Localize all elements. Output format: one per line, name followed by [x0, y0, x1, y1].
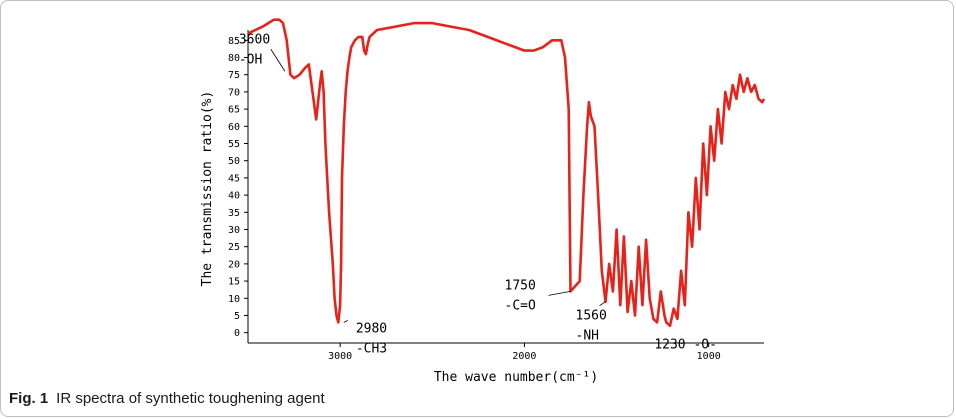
y-tick-label: 55 — [228, 139, 240, 150]
ir-spectrum-chart: 0 5 10 15 20 25 30 35 40 45 50 55 60 65 70 75 80 85 3000 20… — [200, 18, 766, 385]
annotation-leader — [270, 49, 286, 72]
ir-spectrum-line — [247, 18, 766, 328]
annotation-leader — [343, 320, 349, 323]
peak-annotations: 3600 -OH 2980 -CH3 1750 -C=O 1560 -NH 1230 -O- — [239, 32, 717, 356]
y-tick-label: 45 — [228, 173, 240, 184]
y-tick-label: 5 — [234, 311, 240, 322]
y-tick-label: 65 — [228, 105, 240, 116]
x-axis-title: The wave number(cm⁻¹) — [434, 370, 598, 385]
y-tick-label: 40 — [228, 191, 240, 202]
annotation-group: -NH — [576, 329, 599, 344]
y-axis-title: The transmission ratio(%) — [200, 91, 215, 287]
ticks: 0 5 10 15 20 25 30 35 40 45 50 55 60 65 70 75 80 85 3000 20… — [228, 36, 721, 362]
caption-label: Fig. 1 — [9, 390, 49, 407]
annotation-wavenumber: 3600 — [239, 32, 270, 47]
figure-caption: Fig. 1 IR spectra of synthetic toughening… — [9, 390, 325, 407]
annotation-wavenumber: 1750 — [505, 278, 536, 293]
annotation-wavenumber: 2980 — [356, 321, 387, 336]
x-tick-label: 1000 — [697, 351, 721, 362]
annotation-wavenumber: 1230 -O- — [654, 337, 717, 352]
annotation-leader — [599, 301, 606, 307]
y-tick-label: 70 — [228, 87, 240, 98]
caption-text: IR spectra of synthetic toughening agent — [56, 390, 325, 407]
x-tick-label: 3000 — [328, 351, 352, 362]
annotation-group: -CH3 — [356, 341, 387, 356]
axes — [247, 30, 764, 344]
y-tick-label: 25 — [228, 242, 240, 253]
y-tick-label: 10 — [228, 294, 240, 305]
annotation-group: -OH — [239, 52, 262, 67]
y-tick-label: 60 — [228, 122, 240, 133]
y-tick-label: 85 — [228, 36, 240, 47]
x-tick-label: 2000 — [512, 351, 536, 362]
y-tick-label: 35 — [228, 208, 240, 219]
y-tick-label: 30 — [228, 225, 240, 236]
annotation-group: -C=O — [505, 298, 536, 313]
y-tick-label: 0 — [234, 328, 240, 339]
y-tick-label: 15 — [228, 277, 240, 288]
y-tick-label: 80 — [228, 53, 240, 64]
y-tick-label: 75 — [228, 70, 240, 81]
annotation-wavenumber: 1560 — [576, 309, 607, 324]
y-tick-label: 50 — [228, 156, 240, 167]
y-tick-label: 20 — [228, 259, 240, 270]
annotation-leader — [548, 291, 571, 296]
